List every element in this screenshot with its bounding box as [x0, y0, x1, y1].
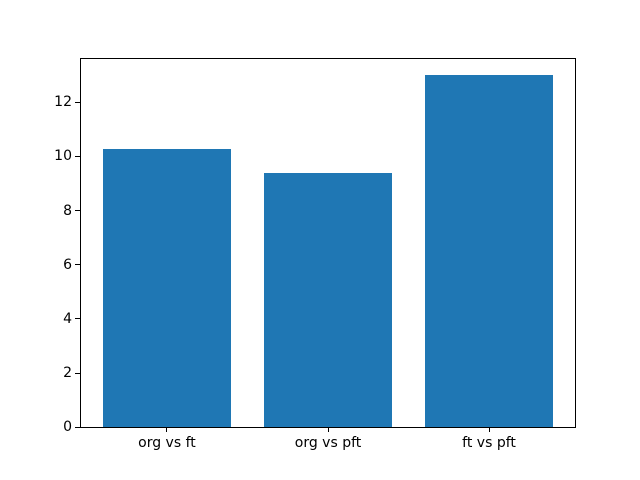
y-tick-mark — [75, 264, 80, 266]
y-tick-label: 10 — [54, 148, 72, 165]
x-tick-label: ft vs pft — [462, 435, 516, 452]
y-tick-mark — [75, 155, 80, 157]
bar-ft-vs-pft — [424, 75, 554, 428]
y-tick-label: 0 — [63, 419, 72, 436]
y-tick-mark — [75, 426, 80, 428]
y-tick-label: 4 — [63, 310, 72, 327]
y-tick-mark — [75, 101, 80, 103]
y-tick-label: 6 — [63, 256, 72, 273]
x-tick-label: org vs pft — [294, 435, 362, 452]
y-tick-label: 8 — [63, 202, 72, 219]
y-tick-mark — [75, 210, 80, 212]
x-tick-mark — [166, 427, 168, 433]
x-tick-label: org vs ft — [138, 435, 196, 452]
y-tick-label: 2 — [63, 365, 72, 382]
y-tick-mark — [75, 318, 80, 320]
x-tick-mark — [488, 427, 490, 433]
y-tick-mark — [75, 372, 80, 374]
bar-org-vs-ft — [102, 148, 232, 428]
y-tick-label: 12 — [54, 94, 72, 111]
bar-org-vs-pft — [263, 173, 393, 428]
x-tick-mark — [327, 427, 329, 433]
